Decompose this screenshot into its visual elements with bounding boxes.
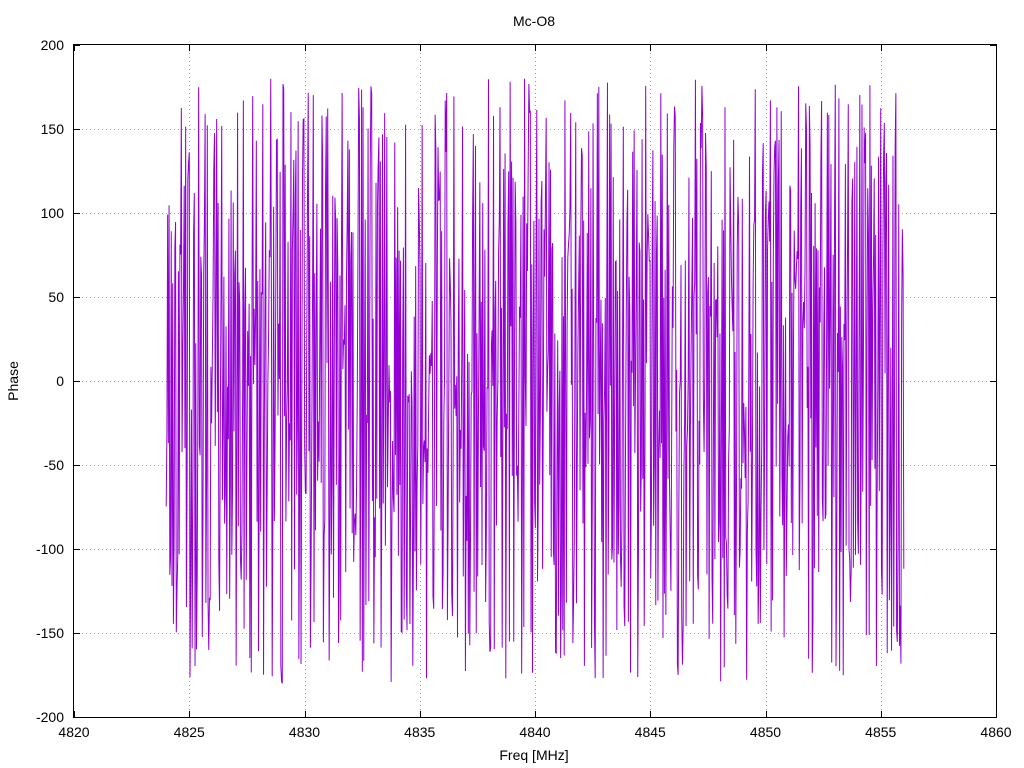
- x-axis-title: Freq [MHz]: [499, 747, 568, 763]
- phase-line: [165, 78, 905, 684]
- tick-labels: 4820 4825 4830 4835 4840 4845 4850 4855 4860 -200…: [36, 37, 1012, 740]
- plot-frame: [73, 44, 997, 718]
- x-tick-label: 4850: [750, 724, 781, 740]
- x-tick-label: 4860: [980, 724, 1011, 740]
- x-tick-label: 4855: [865, 724, 896, 740]
- y-tick-label: -100: [36, 541, 64, 557]
- x-tick-label: 4840: [519, 724, 550, 740]
- y-tick-label: 200: [41, 37, 65, 53]
- y-axis-title: Phase: [5, 361, 21, 401]
- y-tick-label: 150: [41, 121, 65, 137]
- x-tick-label: 4820: [58, 724, 89, 740]
- y-tick-label: 50: [48, 289, 64, 305]
- x-tick-label: 4830: [289, 724, 320, 740]
- x-tick-label: 4845: [635, 724, 666, 740]
- chart-title: Mc-O8: [513, 13, 555, 29]
- y-tick-label: -200: [36, 709, 64, 725]
- series-phase: [165, 78, 905, 684]
- y-tick-label: -150: [36, 625, 64, 641]
- y-tick-label: 0: [56, 373, 64, 389]
- y-tick-label: -50: [44, 457, 64, 473]
- x-tick-label: 4835: [404, 724, 435, 740]
- x-tick-label: 4825: [174, 724, 205, 740]
- y-tick-label: 100: [41, 205, 65, 221]
- axis-ticks: [74, 45, 997, 718]
